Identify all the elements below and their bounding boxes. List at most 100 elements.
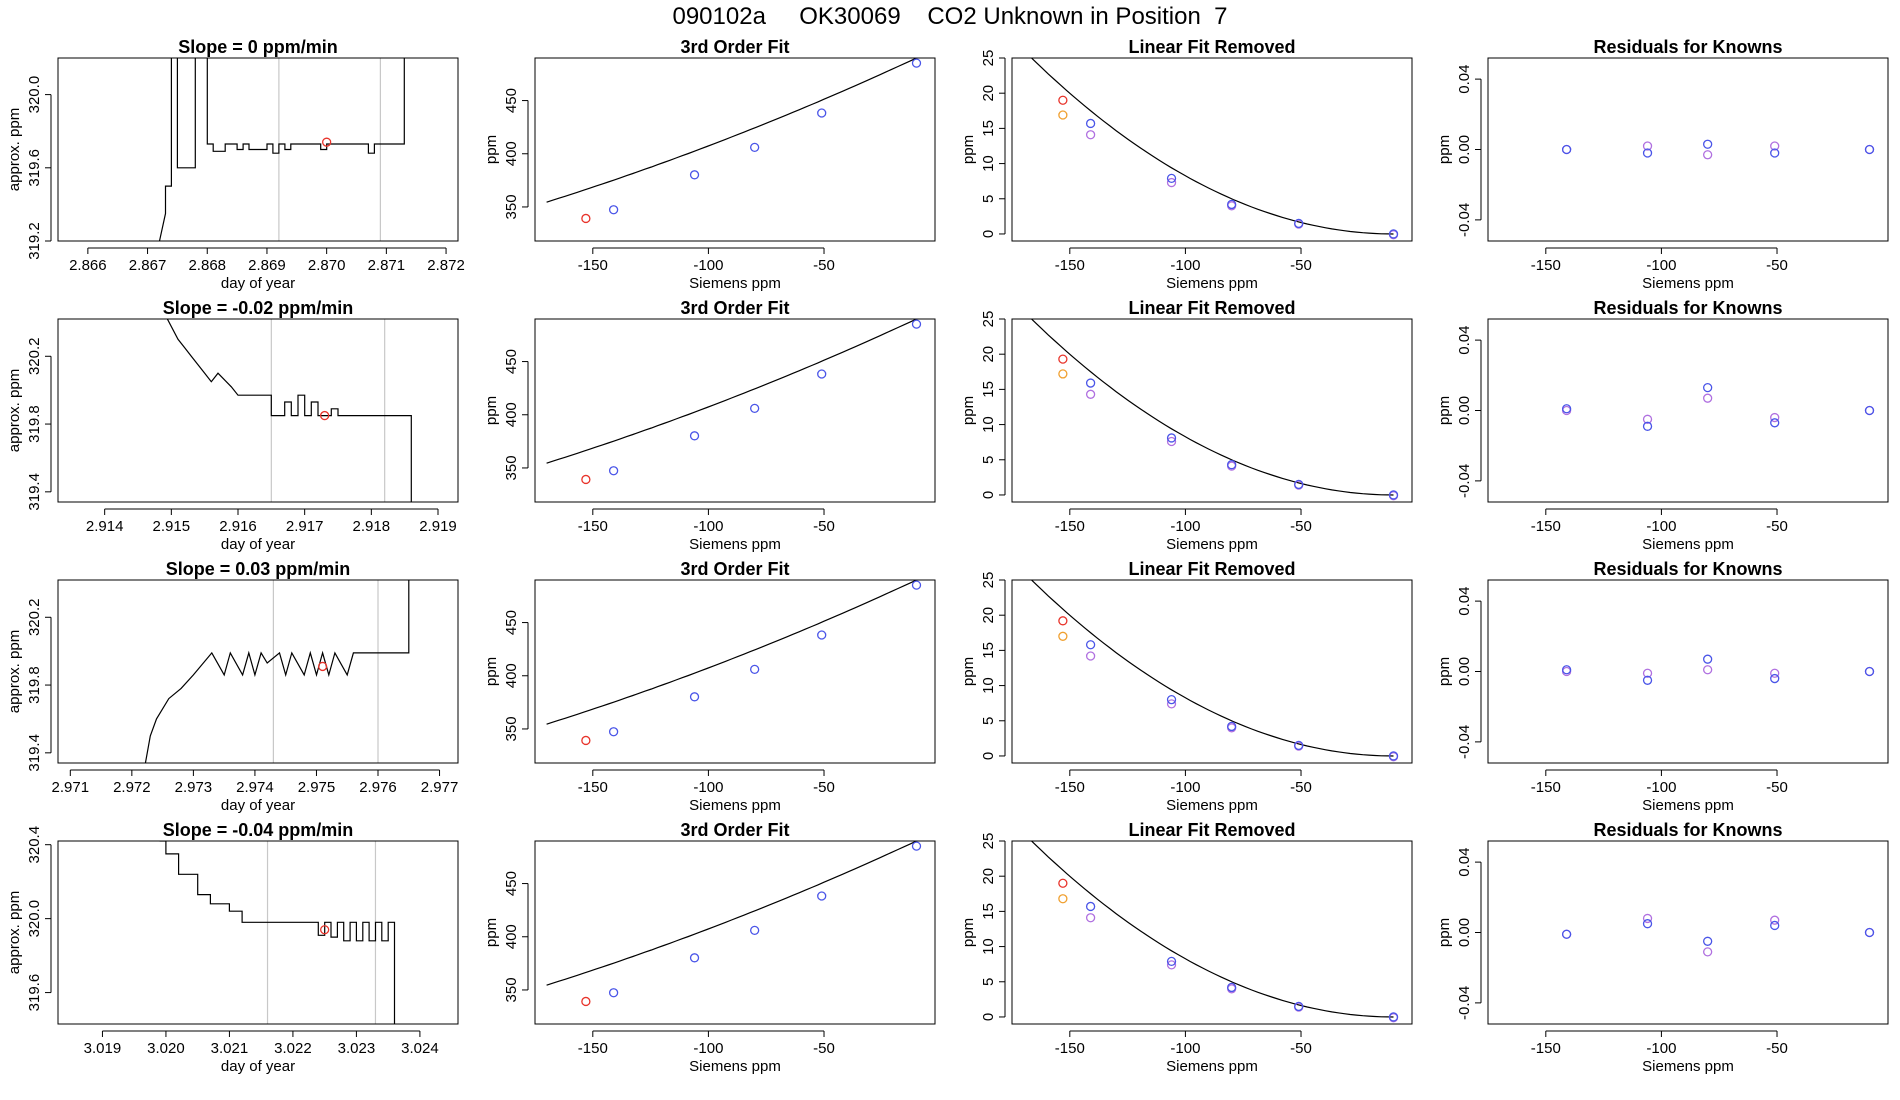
panel-r2-resid-x-tick-label-3: -50 (1766, 518, 1788, 535)
panel-r1-slope-x-tick-label-2: 2.867 (129, 257, 167, 274)
panel-r3-resid-x-tick-label-3: -50 (1766, 779, 1788, 796)
panel-r3-linfit-known-point-1 (1085, 640, 1096, 650)
panel-r1-resid-xlabel: Siemens ppm (1642, 275, 1734, 292)
panel-r2-linfit-x-tick-label-1: -150 (1055, 518, 1085, 535)
panel-r1-slope-x-tick-label-1: 2.866 (69, 257, 107, 274)
panel-r1-linfit-xlabel: Siemens ppm (1166, 275, 1258, 292)
panel-r1-slope-x-tick-label-7: 2.872 (427, 257, 465, 274)
panel-r1-fit-known-point-2 (689, 170, 700, 180)
panel-r1-linfit-red-point-1 (1058, 95, 1068, 105)
panel-r1-resid-violet-point-3 (1703, 150, 1713, 160)
panel-r4-linfit-known-point-3 (1227, 982, 1237, 993)
panel-r2-fit-known-point-2 (689, 431, 700, 441)
panel-r2-resid-y-tick-label-1: -0.04 (1456, 464, 1473, 498)
panel-r2-resid-x-tick-label-2: -100 (1646, 518, 1676, 535)
panel-r1-fit-y-tick-label-3: 450 (503, 88, 520, 113)
panel-r3-slope-x-tick-label-7: 2.977 (421, 779, 459, 796)
panel-r3-resid-known-point-3 (1703, 654, 1713, 664)
panel-r1-linfit-title: Linear Fit Removed (1128, 37, 1295, 57)
panel-r1-linfit-violet-point-2 (1166, 177, 1177, 188)
panel-r3-linfit-known-point-2 (1166, 695, 1177, 705)
panel-r3-linfit-ylabel: ppm (960, 657, 977, 686)
panel-r2-slope-x-tick-label-2: 2.915 (153, 518, 191, 535)
panel-r3-linfit-violet-point-2 (1166, 699, 1177, 709)
panel-r4-slope-frame (57, 840, 459, 1025)
panel-r3-linfit-y-tick-label-4: 15 (980, 642, 997, 659)
panel-r2-resid-title: Residuals for Knowns (1593, 298, 1782, 318)
panel-r4-resid-ylabel: ppm (1436, 918, 1453, 947)
panel-r3-linfit-orange-point-1 (1058, 631, 1068, 641)
panel-r2-resid-x-tick-label-1: -150 (1531, 518, 1561, 535)
panel-r1-fit-known-point-1 (608, 205, 619, 215)
panel-r1-linfit-y-tick-label-5: 20 (980, 85, 997, 102)
panel-r1-slope-x-tick-label-3: 2.868 (188, 257, 226, 274)
panel-r2-resid-ylabel: ppm (1436, 396, 1453, 425)
panel-r4-resid-known-point-4 (1770, 920, 1780, 931)
panel-r4-slope-marker-point (320, 925, 330, 935)
panel-r3-linfit-x-tick-label-2: -100 (1170, 779, 1200, 796)
panel-r1-slope-x-tick-label-4: 2.869 (248, 257, 286, 274)
panel-r4-resid-x-tick-label-3: -50 (1766, 1040, 1788, 1057)
panel-r1-linfit-fit-curve (1030, 58, 1394, 235)
panel-r1-resid-x-tick-label-1: -150 (1531, 257, 1561, 274)
panel-r4-fit-y-tick-label-2: 400 (503, 924, 520, 949)
panel-r4-fit-fit-curve (546, 841, 917, 986)
panel-r3-resid-ylabel: ppm (1436, 657, 1453, 686)
panel-r3-linfit-known-point-4 (1294, 740, 1304, 751)
panel-r4-resid-violet-point-2 (1642, 913, 1653, 924)
panel-r2-fit-x-tick-label-1: -150 (578, 518, 608, 535)
panel-r1-linfit-ylabel: ppm (960, 135, 977, 164)
panel-r2-fit-known-point-1 (608, 466, 619, 476)
panel-r2-linfit-known-point-4 (1294, 479, 1304, 490)
panel-r3-linfit-xlabel: Siemens ppm (1166, 797, 1258, 814)
panel-r4-linfit-xlabel: Siemens ppm (1166, 1058, 1258, 1075)
panel-r3-resid-xlabel: Siemens ppm (1642, 797, 1734, 814)
panel-r4-fit-known-point-4 (817, 891, 827, 901)
panel-r1-fit-known-point-4 (817, 108, 827, 118)
panel-r4-resid-title: Residuals for Knowns (1593, 820, 1782, 840)
panel-r4-linfit-violet-point-1 (1085, 913, 1096, 923)
panel-r3-slope-xlabel: day of year (221, 797, 295, 814)
panel-r2-linfit-y-tick-label-4: 15 (980, 381, 997, 398)
panel-r3-fit-frame (534, 579, 936, 764)
panel-r4-linfit-known-point-5 (1388, 1012, 1399, 1022)
panel-r3-resid-violet-point-3 (1703, 665, 1713, 675)
panel-r1-resid-known-point-3 (1703, 139, 1713, 149)
panel-r4-fit-x-tick-label-1: -150 (578, 1040, 608, 1057)
panel-r1-linfit-y-tick-label-2: 5 (980, 195, 997, 203)
panel-r2-linfit-known-point-2 (1166, 433, 1177, 443)
panel-r1-resid-y-tick-label-1: -0.04 (1456, 203, 1473, 237)
panel-r2-slope-x-tick-label-4: 2.917 (286, 518, 324, 535)
panel-r3-resid-known-point-2 (1642, 675, 1653, 685)
panel-r2-fit-x-tick-label-3: -50 (813, 518, 835, 535)
panel-r1-resid-known-point-2 (1642, 148, 1653, 158)
panel-r1-fit-unknown-point-1 (581, 213, 591, 224)
panel-r3-slope-x-tick-label-5: 2.975 (298, 779, 336, 796)
panel-r3-linfit-y-tick-label-5: 20 (980, 607, 997, 624)
panel-r3-linfit-x-tick-label-1: -150 (1055, 779, 1085, 796)
panel-r4-linfit-red-point-1 (1058, 878, 1068, 888)
panel-r2-resid-known-point-5 (1864, 405, 1875, 416)
panel-r1-slope-title: Slope = 0 ppm/min (178, 37, 338, 57)
panel-r1-resid-frame (1487, 57, 1889, 242)
panel-r1-fit-x-tick-label-1: -150 (578, 257, 608, 274)
panel-r1-resid-known-point-4 (1770, 148, 1780, 158)
panel-r4-slope-x-tick-label-1: 3.019 (84, 1040, 122, 1057)
panel-r3-slope-ylabel: approx. ppm (6, 630, 23, 713)
panel-r4-fit-title: 3rd Order Fit (680, 820, 789, 840)
panel-r4-resid-known-point-3 (1703, 936, 1713, 946)
panel-r1-slope-xlabel: day of year (221, 275, 295, 292)
panel-r4-resid-violet-point-4 (1770, 915, 1780, 925)
panel-r4-slope-xlabel: day of year (221, 1058, 295, 1075)
panel-r3-fit-x-tick-label-1: -150 (578, 779, 608, 796)
panel-r2-slope-marker-point (320, 410, 330, 421)
panel-r4-slope-x-tick-label-6: 3.024 (401, 1040, 439, 1057)
panel-r3-fit-x-tick-label-2: -100 (693, 779, 723, 796)
panel-r2-slope-y-tick-label-1: 319.4 (26, 473, 43, 511)
panel-r3-resid-violet-point-2 (1642, 668, 1653, 678)
panel-r1-slope-ylabel: approx. ppm (6, 108, 23, 191)
panel-r1-resid-title: Residuals for Knowns (1593, 37, 1782, 57)
panel-r4-resid-known-point-5 (1864, 927, 1875, 938)
panel-r1-linfit-x-tick-label-3: -50 (1290, 257, 1312, 274)
